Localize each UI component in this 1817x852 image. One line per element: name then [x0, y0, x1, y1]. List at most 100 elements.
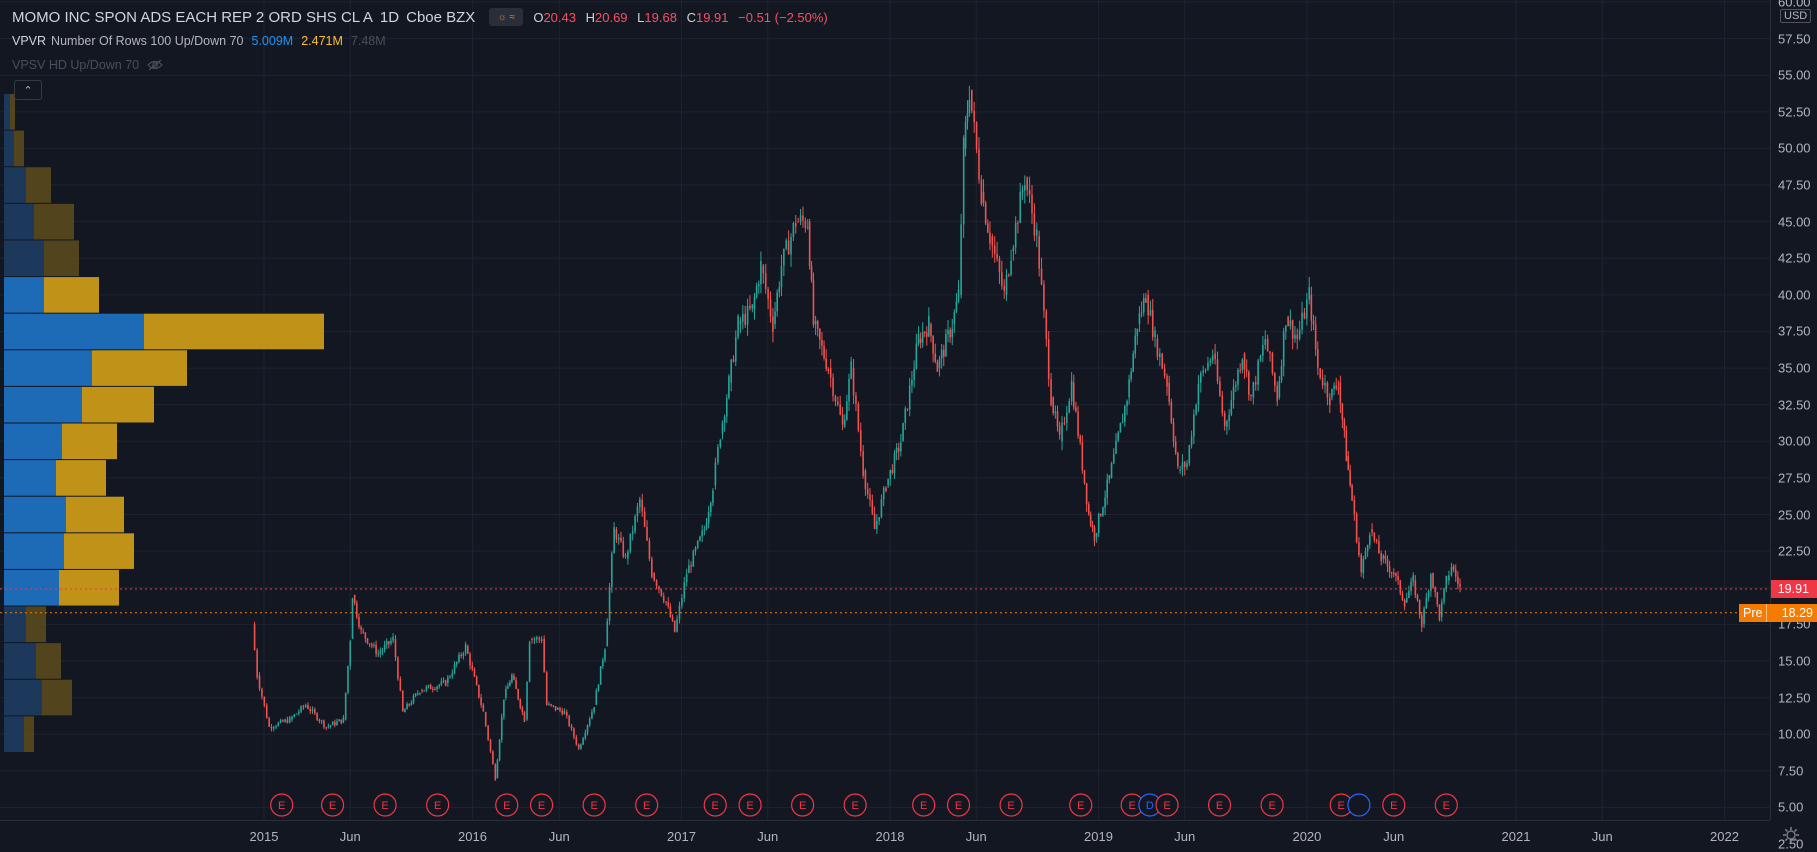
earnings-marker[interactable]: E: [1069, 793, 1093, 817]
candle-body: [325, 727, 328, 729]
earnings-marker[interactable]: E: [912, 793, 936, 817]
settings-gear-icon[interactable]: [1781, 825, 1801, 845]
candle-body: [683, 582, 686, 598]
candle-body: [602, 660, 604, 667]
candle-body: [1355, 514, 1358, 543]
candle-body: [1190, 436, 1193, 446]
earnings-marker[interactable]: E: [1155, 793, 1179, 817]
collapse-legend-button[interactable]: ⌃: [14, 80, 42, 100]
candle-body: [253, 624, 256, 651]
time-tick-label: Jun: [1174, 829, 1196, 844]
earnings-marker[interactable]: E: [1382, 793, 1406, 817]
earnings-marker[interactable]: E: [1207, 793, 1232, 817]
market-status-icon[interactable]: ☼ ≈: [489, 8, 524, 26]
candle-body: [575, 737, 578, 745]
candle-body: [1003, 285, 1006, 291]
candle-body: [1083, 470, 1086, 484]
earnings-marker[interactable]: E: [529, 793, 554, 817]
candle-body: [320, 720, 323, 722]
price-tick-label: 45.00: [1778, 214, 1811, 230]
time-axis[interactable]: 2015 Jun 2016 Jun 2017 Jun 2018 Jun 2019 Jun 2020 J…: [0, 820, 1770, 849]
symbol-title[interactable]: MOMO INC SPON ADS EACH REP 2 ORD SHS CL …: [12, 8, 373, 26]
candle-body: [1166, 376, 1168, 387]
earnings-marker[interactable]: E: [843, 793, 867, 817]
candle-body: [1390, 572, 1393, 574]
candle-body: [857, 403, 860, 431]
candle-body: [1077, 411, 1079, 436]
candle-body: [1115, 440, 1117, 454]
earnings-marker[interactable]: E: [635, 793, 659, 817]
candle-body: [533, 639, 536, 641]
candle-body: [671, 617, 674, 621]
earnings-marker[interactable]: E: [320, 793, 345, 817]
candle-body: [487, 725, 489, 740]
volume-profile-down-bar: [66, 496, 124, 533]
candle-body: [862, 451, 864, 476]
candle-body: [298, 711, 300, 714]
candle-body: [928, 316, 930, 337]
candle-body: [1360, 555, 1363, 573]
earnings-marker[interactable]: E: [495, 793, 519, 817]
candle-body: [1211, 355, 1214, 361]
price-axis[interactable]: 60.00 57.50 55.00 52.50 50.00 47.50 45.00 42.50…: [1770, 0, 1817, 852]
earnings-marker[interactable]: E: [703, 793, 727, 817]
earnings-marker[interactable]: E: [791, 793, 815, 817]
vpsv-legend-row[interactable]: VPSV HD Up/Down 70: [12, 58, 163, 72]
candle-body: [866, 489, 869, 495]
candle-body: [1038, 236, 1040, 269]
vpsv-label[interactable]: VPSV HD Up/Down 70: [12, 58, 140, 72]
hidden-eye-icon[interactable]: [147, 59, 163, 71]
candle-body: [1075, 407, 1077, 412]
candle-body: [511, 674, 513, 683]
candle-body: [392, 636, 394, 641]
vpvr-label[interactable]: VPVR: [12, 34, 47, 48]
earnings-marker[interactable]: E: [738, 793, 762, 817]
candle-body: [356, 603, 358, 618]
candle-body: [942, 349, 945, 357]
candle-body: [785, 240, 788, 249]
candle-body: [790, 236, 792, 255]
candle-body: [568, 715, 570, 726]
candle-body: [1239, 369, 1241, 371]
earnings-marker[interactable]: E: [426, 793, 450, 817]
vpvr-legend-row[interactable]: VPVR Number Of Rows 100 Up/Down 70 5.009…: [12, 34, 386, 48]
candle-body: [366, 638, 369, 644]
dividend-marker[interactable]: [1347, 793, 1371, 817]
candle-body: [1399, 580, 1402, 594]
earnings-marker[interactable]: E: [270, 793, 294, 817]
candle-body: [1274, 373, 1276, 386]
candle-body: [1382, 555, 1385, 559]
candle-body: [1095, 533, 1098, 537]
volume-profile-down-bar: [59, 569, 119, 606]
candle-body: [751, 304, 754, 309]
earnings-marker[interactable]: E: [1260, 793, 1284, 817]
candle-body: [651, 558, 653, 577]
candle-body: [975, 122, 978, 150]
ohlc-values: O20.43 H20.69 L19.68 C19.91 −0.51 (−2.50…: [533, 10, 833, 25]
earnings-marker[interactable]: E: [946, 793, 971, 817]
currency-badge[interactable]: USD: [1780, 9, 1812, 23]
earnings-marker[interactable]: E: [999, 793, 1023, 817]
candle-body: [334, 721, 336, 726]
candle-body: [1207, 362, 1209, 370]
candle-body: [1412, 575, 1414, 582]
candle-body: [263, 696, 266, 706]
candle-body: [938, 358, 941, 369]
interval-label[interactable]: 1D: [379, 8, 400, 26]
earnings-marker-circle: [426, 793, 450, 817]
dividend-marker[interactable]: D: [1138, 793, 1162, 817]
candle-body: [749, 305, 751, 309]
candle-body: [496, 760, 499, 779]
earnings-marker[interactable]: E: [582, 793, 606, 817]
candle-body: [725, 397, 728, 417]
candle-body: [915, 343, 918, 369]
candle-body: [528, 642, 531, 682]
earnings-marker[interactable]: E: [1434, 793, 1458, 817]
candle-body: [385, 641, 388, 646]
time-tick-label: Jun: [1383, 829, 1405, 844]
candle-body: [425, 686, 428, 691]
candle-body: [681, 597, 683, 606]
earnings-marker[interactable]: E: [373, 793, 397, 817]
